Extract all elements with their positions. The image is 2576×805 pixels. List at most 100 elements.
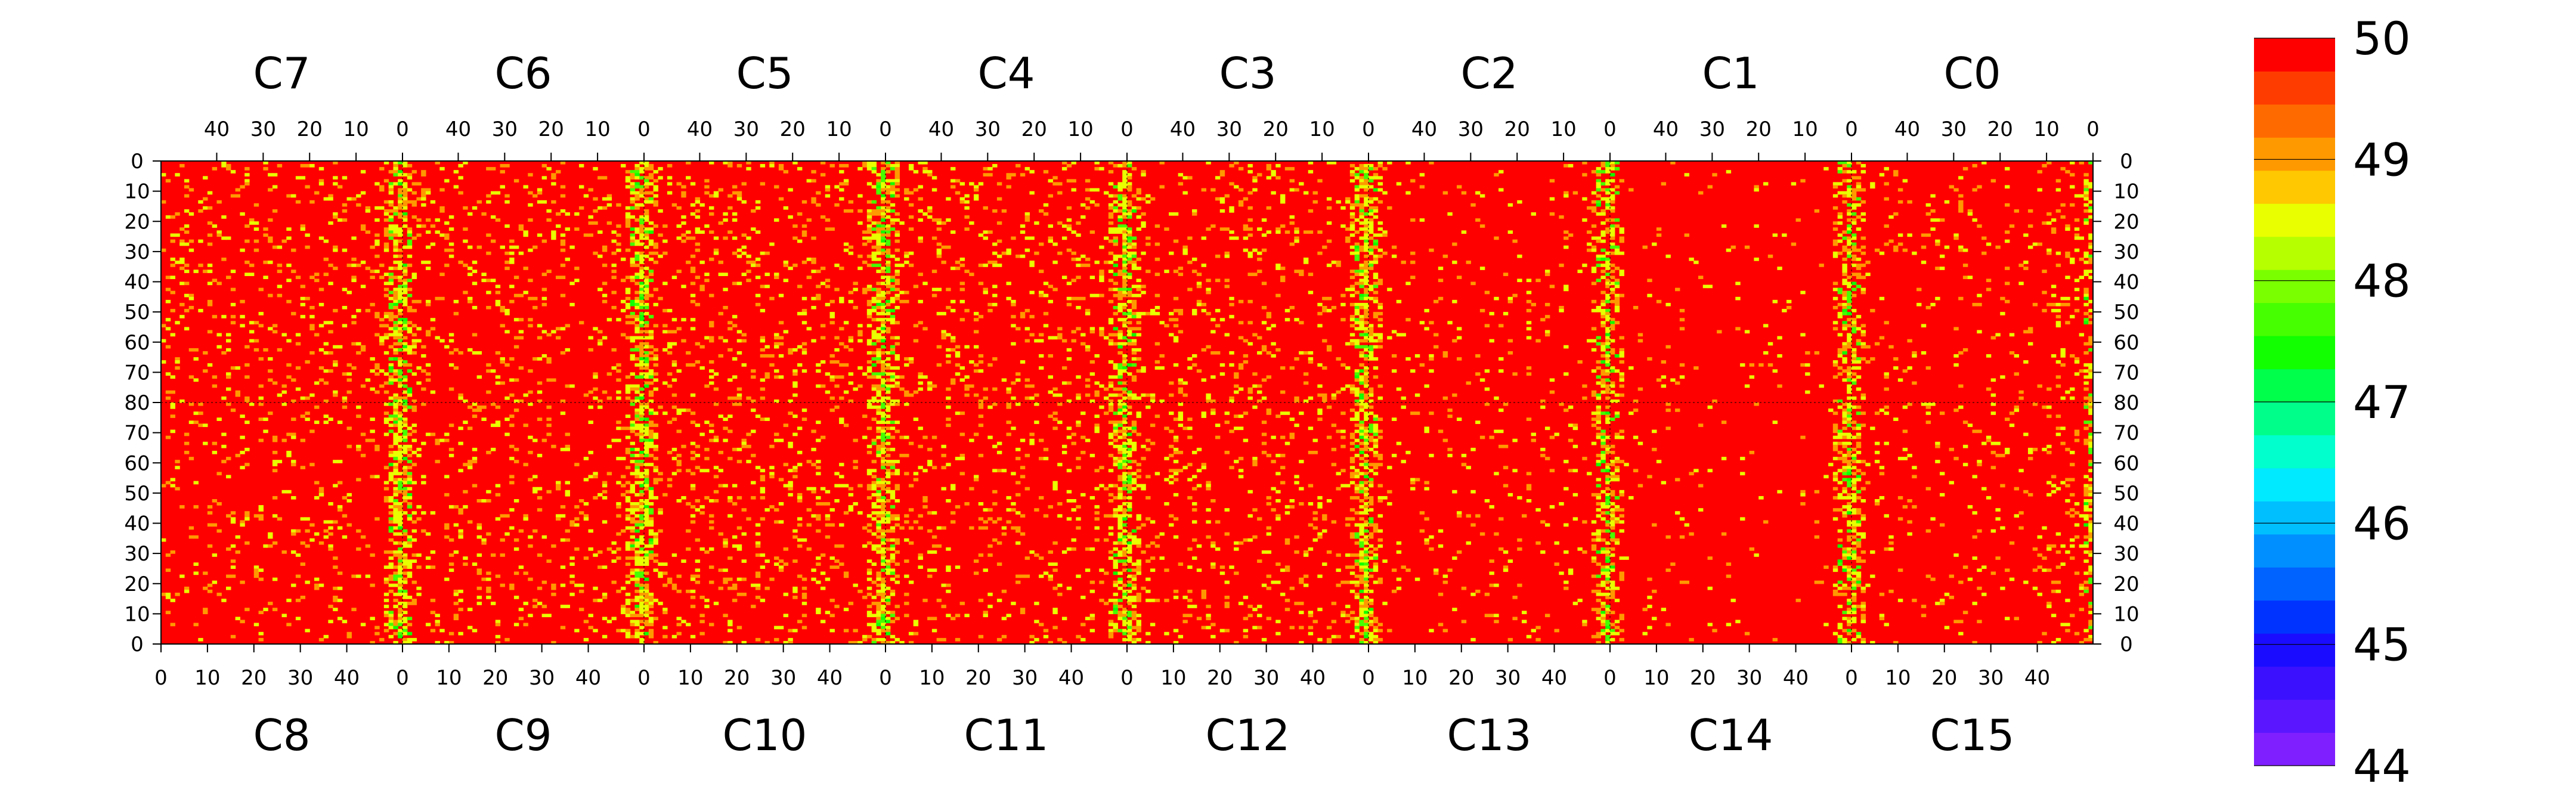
heatmap-cell — [606, 197, 612, 201]
heatmap-cell — [402, 278, 408, 283]
heatmap-cell — [383, 611, 389, 614]
heatmap-cell — [184, 441, 190, 445]
heatmap-cell — [481, 541, 487, 545]
heatmap-cell — [1800, 290, 1806, 295]
heatmap-cell — [890, 321, 896, 324]
heatmap-cell — [393, 245, 398, 249]
heatmap-cell — [1977, 224, 1982, 228]
heatmap-cell — [346, 378, 352, 382]
heatmap-cell — [323, 342, 329, 346]
heatmap-cell — [393, 275, 398, 280]
heatmap-cell — [1596, 278, 1602, 283]
heatmap-cell — [1136, 197, 1141, 201]
heatmap-cell — [1364, 354, 1369, 358]
heatmap-cell — [379, 324, 385, 328]
heatmap-cell — [402, 562, 408, 566]
heatmap-cell — [188, 212, 194, 216]
heatmap-cell — [383, 281, 389, 286]
heatmap-cell — [291, 583, 296, 587]
heatmap-cell — [402, 628, 408, 633]
heatmap-cell — [1182, 251, 1188, 255]
heatmap-cell — [402, 284, 408, 289]
heatmap-cell — [1596, 236, 1602, 240]
heatmap-cell — [1596, 381, 1602, 385]
heatmap-cell — [983, 290, 988, 295]
heatmap-cell — [2088, 299, 2094, 304]
heatmap-cell — [774, 342, 779, 346]
heatmap-cell — [402, 200, 408, 204]
heatmap-cell — [751, 209, 756, 213]
heatmap-cell — [407, 466, 413, 469]
heatmap-cell — [1359, 351, 1364, 355]
heatmap-cell — [890, 275, 896, 280]
heatmap-cell — [1368, 327, 1374, 331]
heatmap-cell — [342, 176, 348, 179]
heatmap-cell — [2083, 203, 2089, 207]
heatmap-cell — [843, 390, 849, 394]
heatmap-cell — [1526, 278, 1532, 283]
heatmap-cell — [634, 296, 640, 301]
heatmap-cell — [876, 290, 881, 295]
heatmap-cell — [1600, 164, 1606, 168]
heatmap-cell — [894, 218, 900, 222]
heatmap-cell — [402, 481, 408, 485]
heatmap-cell — [416, 592, 422, 596]
heatmap-cell — [890, 378, 896, 382]
heatmap-cell — [1224, 284, 1230, 289]
heatmap-cell — [1842, 351, 1847, 355]
heatmap-cell — [1452, 339, 1457, 343]
heatmap-cell — [1990, 179, 1996, 183]
heatmap-cell — [839, 327, 844, 331]
heatmap-cell — [686, 230, 691, 234]
heatmap-cell — [886, 254, 891, 258]
heatmap-cell — [1852, 245, 1857, 249]
heatmap-cell — [1842, 161, 1847, 165]
heatmap-cell — [890, 372, 896, 376]
heatmap-cell — [1122, 357, 1128, 361]
heatmap-cell — [1322, 245, 1327, 249]
heatmap-cell — [755, 206, 761, 210]
heatmap-cell — [630, 173, 636, 177]
heatmap-cell — [936, 221, 942, 225]
heatmap-cell — [1377, 396, 1383, 400]
heatmap-cell — [277, 270, 283, 273]
heatmap-cell — [1614, 399, 1620, 403]
heatmap-cell — [1842, 278, 1847, 283]
heatmap-cell — [1368, 236, 1374, 240]
heatmap-cell — [207, 363, 213, 367]
heatmap-cell — [1359, 315, 1364, 318]
heatmap-cell — [644, 191, 649, 195]
heatmap-cell — [1600, 299, 1606, 304]
heatmap-cell — [1331, 396, 1337, 400]
heatmap-cell — [1113, 254, 1119, 258]
heatmap-cell — [393, 230, 398, 234]
heatmap-cell — [198, 239, 203, 243]
heatmap-cell — [337, 586, 343, 590]
heatmap-cell — [1368, 264, 1374, 267]
heatmap-cell — [226, 164, 231, 168]
heatmap-cell — [630, 312, 636, 315]
heatmap-cell — [1981, 236, 1987, 240]
heatmap-cell — [2083, 318, 2089, 321]
heatmap-cell — [1930, 218, 1936, 222]
heatmap-cell — [1359, 270, 1364, 273]
heatmap-cell — [1842, 281, 1847, 286]
heatmap-cell — [481, 405, 487, 409]
heatmap-cell — [1364, 227, 1369, 231]
heatmap-cell — [778, 293, 784, 298]
heatmap-cell — [398, 330, 403, 334]
heatmap-cell — [1972, 188, 1977, 192]
heatmap-cell — [1210, 318, 1216, 321]
heatmap-cell — [1410, 179, 1416, 183]
heatmap-cell — [560, 275, 566, 280]
heatmap-cell — [1099, 330, 1104, 334]
heatmap-cell — [871, 245, 877, 249]
heatmap-cell — [1117, 306, 1123, 309]
heatmap-cell — [295, 574, 301, 578]
heatmap-cell — [1215, 324, 1221, 328]
heatmap-cell — [509, 457, 515, 460]
heatmap-cell — [634, 239, 640, 243]
heatmap-cell — [1238, 387, 1244, 391]
heatmap-cell — [1122, 306, 1128, 309]
heatmap-cell — [1387, 336, 1392, 340]
